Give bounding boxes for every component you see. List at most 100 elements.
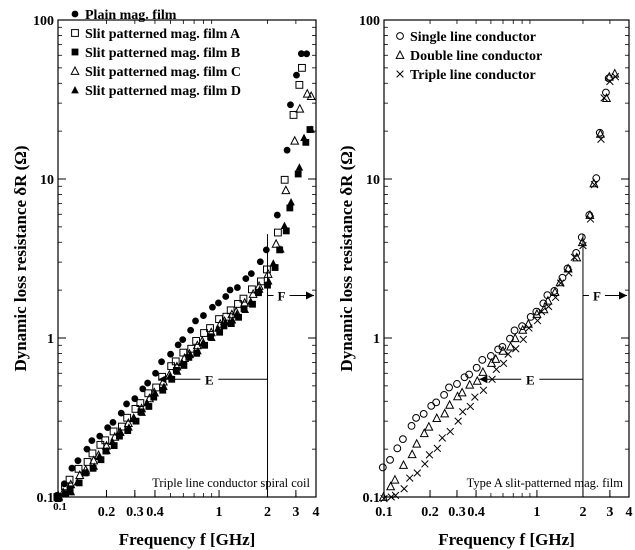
data-point — [466, 402, 475, 411]
legend-marker — [71, 10, 79, 18]
data-point — [95, 452, 103, 460]
data-point — [117, 409, 125, 417]
x-tick-label: 3 — [292, 505, 299, 520]
data-point — [486, 352, 495, 360]
data-point — [209, 303, 216, 311]
data-point — [289, 111, 298, 119]
data-point — [220, 322, 228, 330]
data-point — [200, 329, 208, 337]
data-point — [460, 373, 469, 382]
data-point — [298, 63, 306, 72]
series-1 — [53, 50, 311, 499]
data-point — [432, 398, 441, 407]
legend-entry: Slit patterned mag. film D — [85, 84, 241, 99]
data-point — [398, 459, 409, 469]
data-point — [75, 470, 85, 480]
x-axis-label: Frequency f [GHz] — [119, 530, 256, 549]
data-point — [256, 258, 264, 266]
data-point — [472, 363, 481, 372]
data-point — [264, 281, 271, 289]
data-point — [59, 488, 68, 497]
data-point — [488, 375, 496, 384]
data-point — [110, 431, 120, 441]
data-point — [110, 442, 118, 449]
data-point — [173, 367, 182, 375]
data-point — [492, 365, 501, 374]
data-point — [280, 221, 289, 230]
data-point — [273, 228, 282, 237]
legend-entry: Slit patterned mag. film C — [85, 65, 241, 80]
data-point — [393, 444, 402, 453]
data-point — [387, 493, 396, 501]
data-point — [273, 211, 281, 219]
data-point — [109, 418, 117, 426]
x-tick-label: 0.1 — [53, 501, 67, 513]
data-point — [123, 413, 132, 422]
data-point — [281, 185, 291, 195]
y-tick-label: 10 — [40, 173, 54, 188]
data-point — [174, 341, 182, 349]
data-point — [66, 485, 74, 493]
data-point — [427, 401, 436, 410]
x-tick-label: 0.2 — [98, 505, 116, 520]
data-point — [471, 393, 479, 401]
region-f-arrowhead — [619, 291, 627, 300]
data-point — [510, 333, 520, 343]
data-point — [116, 432, 123, 440]
data-point — [438, 434, 447, 442]
data-point — [166, 372, 174, 380]
data-point — [192, 317, 199, 325]
data-point — [247, 270, 255, 278]
plot-frame — [383, 19, 630, 498]
data-point — [465, 379, 475, 389]
data-point — [391, 491, 400, 500]
data-point — [200, 312, 207, 319]
data-point — [544, 302, 553, 311]
data-point — [68, 464, 76, 472]
x-tick-label: 0.2 — [421, 505, 439, 520]
data-point — [543, 295, 553, 305]
data-point — [407, 449, 417, 459]
data-point — [611, 72, 620, 81]
data-point — [187, 326, 195, 334]
data-point — [101, 436, 110, 445]
data-point — [74, 457, 82, 465]
data-point — [66, 479, 76, 489]
data-point — [400, 484, 408, 493]
data-point — [302, 88, 312, 98]
data-point — [556, 279, 565, 287]
legend-marker — [395, 49, 405, 59]
data-point — [103, 446, 111, 455]
data-point — [215, 318, 225, 328]
data-point — [519, 335, 528, 344]
data-point — [242, 275, 250, 282]
legend-marker — [71, 86, 79, 94]
chart-panel-1: 0.1 1 10 100 0.1 0.2 0.3 0.4 1 2 3 4 Frequency f [GH… — [11, 8, 320, 549]
data-point — [518, 324, 528, 334]
data-point — [130, 414, 139, 422]
region-f-label: F — [593, 289, 601, 304]
data-point — [82, 468, 91, 476]
data-point — [199, 338, 207, 347]
data-point — [116, 428, 125, 436]
data-point — [294, 170, 302, 178]
data-point — [241, 305, 250, 314]
x-tick-label: 0.4 — [146, 505, 164, 520]
data-point — [208, 333, 216, 342]
region-f-label-bg — [588, 287, 605, 304]
x-tick-label: 2 — [264, 505, 271, 520]
data-point — [445, 383, 453, 392]
data-point — [286, 204, 294, 212]
y-tick-label: 10 — [366, 173, 380, 188]
data-point — [143, 398, 151, 407]
x-tick-label: 0.1 — [375, 505, 393, 520]
y-axis-label: Dynamic loss resistance δR (Ω) — [337, 145, 356, 371]
data-point — [283, 146, 291, 154]
legend-marker — [71, 29, 79, 37]
data-point — [290, 135, 300, 145]
legend-entry: Single line conductor — [410, 30, 536, 45]
region-e-arrowhead — [479, 375, 488, 384]
data-point — [255, 285, 264, 293]
y-tick-label: 0.1 — [37, 491, 55, 506]
data-point — [457, 387, 467, 397]
